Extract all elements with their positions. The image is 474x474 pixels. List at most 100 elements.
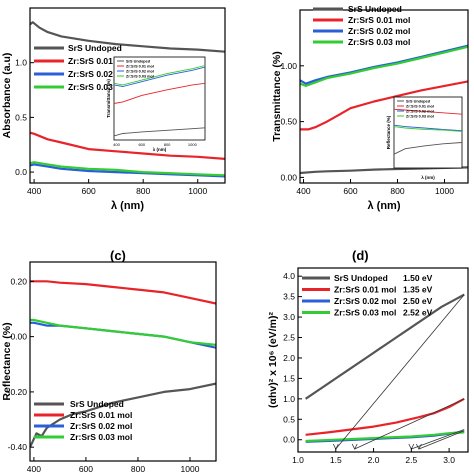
band-gap-label-2: 2.50 eV xyxy=(403,296,433,306)
band-gap-label-0: 1.50 eV xyxy=(403,273,433,283)
series-line-0 xyxy=(30,382,216,448)
x-tick-label-1: 600 xyxy=(82,186,96,196)
legend-label-3: Zr:SrS 0.03 mol xyxy=(334,308,396,318)
legend-label-2: Zr:SrS 0.02 mol xyxy=(68,69,130,79)
series-line-0 xyxy=(304,293,465,400)
series-line-3 xyxy=(300,45,468,87)
x-tick-label-1: 600 xyxy=(79,464,93,474)
inset-series-line-3 xyxy=(393,126,463,132)
inset-chart: λ (nm) Reflectance (%) SrS Undoped Zr:SrS 0… xyxy=(386,96,463,180)
legend-label-1: Zr:SrS 0.01 mol xyxy=(70,410,132,420)
band-gap-label-3: 2.52 eV xyxy=(403,308,433,318)
series-group xyxy=(30,21,225,178)
y-axis-title: (αhv)² x 10⁶ (eV/m)² xyxy=(267,312,279,408)
plot-frame xyxy=(29,261,217,462)
inset-frame xyxy=(393,96,463,169)
legend-label-0: SrS Undoped xyxy=(348,4,402,14)
inset-x-axis-title: λ (nm) xyxy=(421,175,435,180)
tangent-line-0 xyxy=(335,294,465,450)
plot-frame xyxy=(29,7,226,184)
y-tick-label-0: 0.0 xyxy=(283,435,295,445)
inset-x-tick-label-2: 800 xyxy=(164,142,171,147)
x-tick-label-0: 400 xyxy=(296,186,310,196)
inset-legend-label-2: Zr:SrS 0.02 mol xyxy=(126,70,154,74)
x-tick-label-3: 1000 xyxy=(188,186,207,196)
y-tick-label-0: -0.40 xyxy=(8,442,28,452)
y-axis-title: Absorbance (a.u) xyxy=(1,53,13,139)
x-tick-label-1: 600 xyxy=(343,186,357,196)
y-tick-label-3: 1.5 xyxy=(283,373,295,383)
x-tick-label-4: 3.0 xyxy=(443,455,455,465)
chart-tauc: 1.0 1.5 2.0 2.5 3.0 0.0 0.5 1.0 1.5 2.0 2.5 3.0 3.5 4… xyxy=(267,267,469,465)
inset-series-line-2 xyxy=(113,66,206,87)
legend-label-0: SrS Undoped xyxy=(68,43,122,53)
series-line-2 xyxy=(30,321,216,349)
inset-legend-label-3: Zr:SrS 0.03 mol xyxy=(126,75,154,79)
x-tick-label-3: 1000 xyxy=(435,186,454,196)
y-tick-label-6: 3.0 xyxy=(283,312,295,322)
series-line-1 xyxy=(305,397,465,436)
x-tick-label-2: 800 xyxy=(136,186,150,196)
x-tick-label-3: 2.5 xyxy=(405,455,417,465)
series-line-3 xyxy=(30,161,225,177)
tangent-arrow-1 xyxy=(351,443,358,450)
x-tick-label-3: 1000 xyxy=(181,464,200,474)
x-tick-label-0: 400 xyxy=(27,186,41,196)
series-line-3 xyxy=(305,431,465,443)
series-group xyxy=(30,280,216,448)
legend-label-1: Zr:SrS 0.01 mol xyxy=(334,285,396,295)
y-tick-label-5: 2.5 xyxy=(283,333,295,343)
x-axis-title: λ (nm) xyxy=(111,200,144,212)
series-line-1 xyxy=(300,80,468,131)
y-tick-label-1: -0.20 xyxy=(8,387,28,397)
legend-label-3: Zr:SrS 0.03 mol xyxy=(70,432,132,442)
inset-y-axis-title: Reflectance (%) xyxy=(386,115,391,149)
y-tick-label-4: 2.0 xyxy=(283,353,295,363)
inset-chart: 400 600 800 1000 λ (nm) Transmittance (%) SrS … xyxy=(106,56,206,152)
inset-y-axis-title: Transmittance (%) xyxy=(106,79,111,118)
plot-frame xyxy=(297,267,469,453)
inset-x-axis-title: λ (nm) xyxy=(153,147,167,152)
y-tick-label-2: 0.00 xyxy=(10,332,27,342)
inset-legend-label-0: SrS Undoped xyxy=(406,100,431,104)
y-tick-label-8: 4.0 xyxy=(283,271,295,281)
inset-series-line-1 xyxy=(393,108,463,115)
inset-series-line-0 xyxy=(113,127,206,137)
series-line-0 xyxy=(30,21,225,53)
y-tick-label-1: 0.50 xyxy=(280,117,297,127)
y-tick-label-2: 1.0 xyxy=(283,394,295,404)
y-axis-title: Transmittance (%) xyxy=(271,51,283,141)
y-tick-label-0: 0.0 xyxy=(15,167,27,177)
y-tick-label-0: 0.00 xyxy=(280,172,297,182)
inset-legend-label-3: Zr:SrS 0.03 mol xyxy=(406,115,434,119)
x-tick-label-2: 800 xyxy=(131,464,145,474)
y-tick-label-7: 3.5 xyxy=(283,292,295,302)
legend-label-3: Zr:SrS 0.03 mol xyxy=(348,37,410,47)
y-tick-label-2: 1.00 xyxy=(280,61,297,71)
plot-frame xyxy=(299,9,469,184)
inset-x-tick-label-0: 400 xyxy=(113,142,120,147)
series-line-1 xyxy=(30,280,216,305)
x-axis-title: λ (nm) xyxy=(368,200,401,212)
x-tick-label-2: 800 xyxy=(390,186,404,196)
inset-series-line-0 xyxy=(393,142,463,155)
legend-label-2: Zr:SrS 0.02 mol xyxy=(334,296,396,306)
series-group xyxy=(300,44,468,175)
panel-letter-d: (d) xyxy=(352,248,369,263)
tangent-line-1 xyxy=(354,398,465,450)
inset-series-line-1 xyxy=(113,82,206,104)
legend-label-0: SrS Undoped xyxy=(334,273,388,283)
inset-legend-label-2: Zr:SrS 0.02 mol xyxy=(406,110,434,114)
x-tick-label-0: 1.0 xyxy=(292,455,304,465)
chart-transmittance: 400 600 800 1000 0.00 0.50 1.00 λ (nm) Transmitt… xyxy=(271,4,469,212)
series-line-1 xyxy=(30,131,225,160)
inset-x-tick-label-3: 1000 xyxy=(188,142,198,147)
inset-legend-label-0: SrS Undoped xyxy=(126,60,151,64)
chart-absorbance: 400 600 800 1000 0.0 0.5 1.0 λ (nm) Absorbance (… xyxy=(1,7,226,212)
tangent-arrow-3 xyxy=(416,443,422,450)
inset-x-tick-label-1: 600 xyxy=(138,142,145,147)
band-gap-label-1: 1.35 eV xyxy=(403,285,433,295)
tangent-line-3 xyxy=(418,430,465,450)
legend-label-1: Zr:SrS 0.01 mol xyxy=(348,15,410,25)
